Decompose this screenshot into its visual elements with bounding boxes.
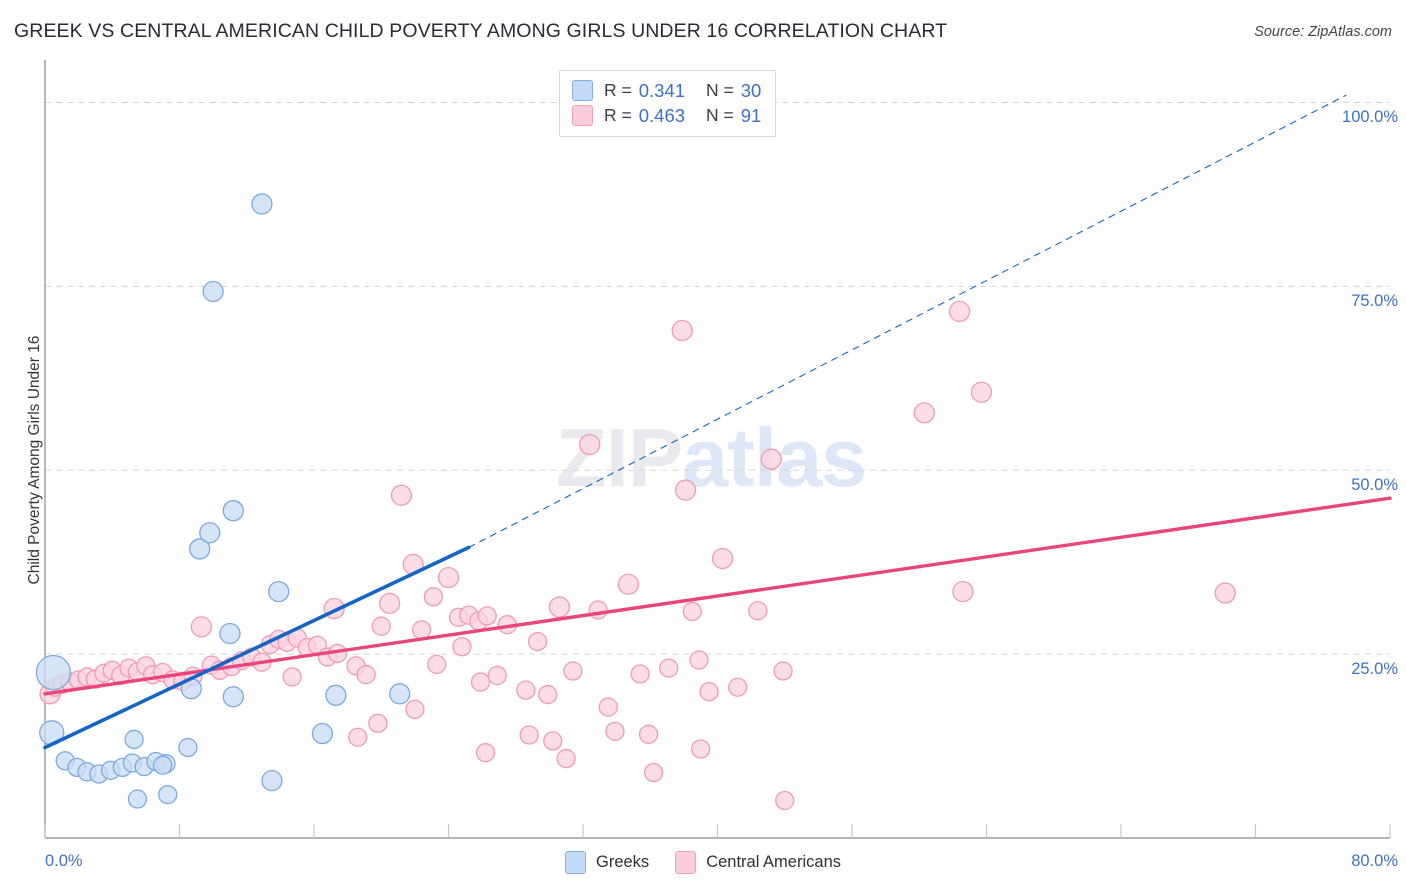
r-label-central-americans: R = xyxy=(604,105,632,125)
legend-swatch-central-americans-icon xyxy=(572,105,593,126)
series-legend-item-central-americans[interactable]: Central Americans xyxy=(675,851,841,874)
series-legend-item-greeks[interactable]: Greeks xyxy=(565,851,649,874)
series-swatch-greeks-icon xyxy=(565,851,586,874)
r-value-greeks: 0.341 xyxy=(638,79,686,101)
y-axis-tick-25: 25.0% xyxy=(1351,660,1398,679)
y-axis-title: Child Poverty Among Girls Under 16 xyxy=(26,335,43,585)
series-label-central-americans: Central Americans xyxy=(706,853,841,871)
n-value-greeks: 30 xyxy=(740,79,762,101)
series-label-greeks: Greeks xyxy=(596,853,650,871)
y-axis-tick-50: 50.0% xyxy=(1351,476,1398,495)
r-value-central-americans: 0.463 xyxy=(638,104,686,126)
n-value-central-americans: 91 xyxy=(740,104,762,126)
x-axis-tick-max: 80.0% xyxy=(1351,852,1398,870)
n-label-central-americans: N = xyxy=(706,105,734,125)
y-axis-tick-100: 100.0% xyxy=(1342,108,1398,127)
legend-swatch-greeks-icon xyxy=(572,80,593,101)
correlation-row-central-americans: R = 0.463 N = 91 xyxy=(572,103,761,128)
page-title: GREEK VS CENTRAL AMERICAN CHILD POVERTY … xyxy=(14,20,948,42)
source-attribution: Source: ZipAtlas.com xyxy=(1254,24,1392,40)
x-axis-tick-min: 0.0% xyxy=(45,852,83,870)
correlation-legend: R = 0.341 N = 30 R = 0.463 N = 91 xyxy=(559,70,777,137)
r-label-greeks: R = xyxy=(604,80,632,100)
correlation-row-greeks: R = 0.341 N = 30 xyxy=(572,78,761,103)
series-swatch-central-americans-icon xyxy=(675,851,697,874)
y-axis-tick-75: 75.0% xyxy=(1351,292,1398,311)
n-label-greeks: N = xyxy=(706,80,734,100)
series-legend: Greeks Central Americans xyxy=(0,851,1406,874)
